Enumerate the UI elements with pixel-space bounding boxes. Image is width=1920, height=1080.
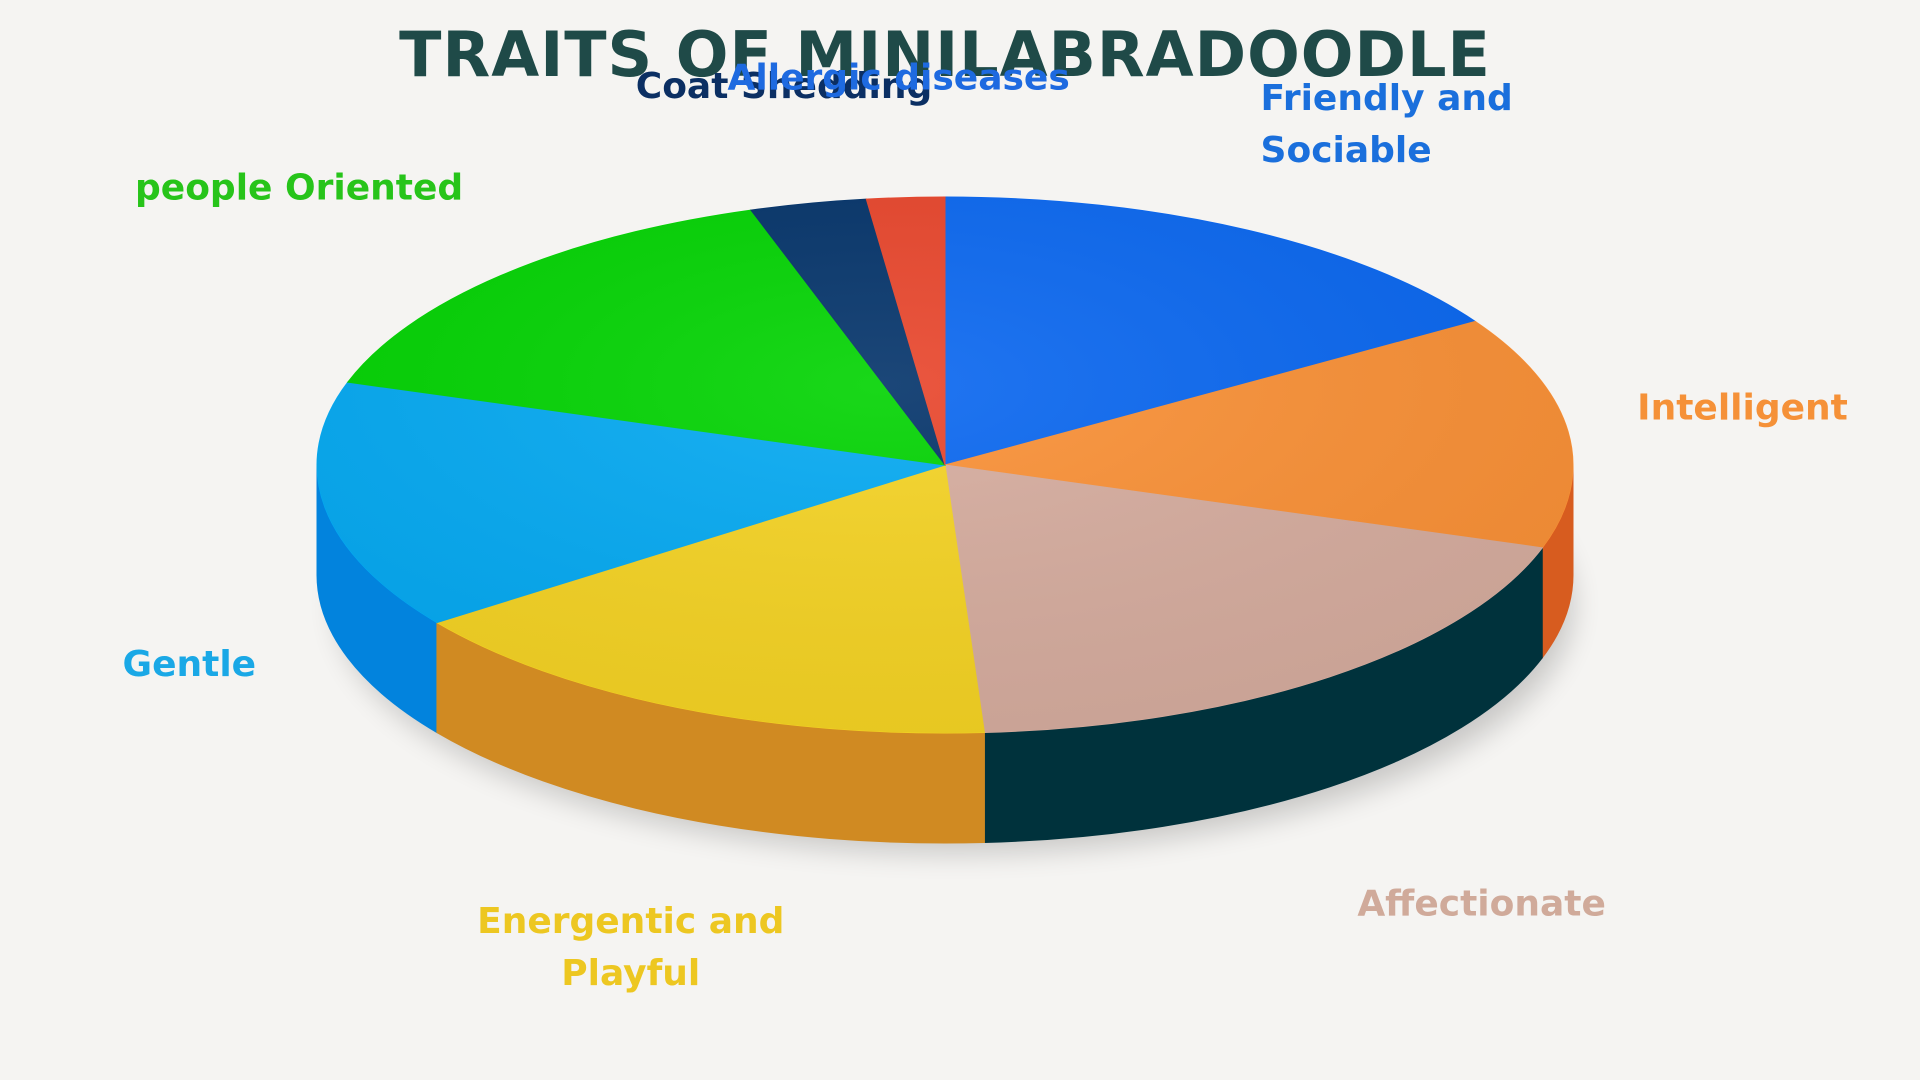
label-line: Affectionate [1357,884,1606,925]
label-gentle: Gentle [123,644,257,685]
label-line: Friendly and [1261,78,1513,119]
label-line: Sociable [1261,130,1432,171]
pie-labels: Friendly and Sociable Intelligent Affection… [123,58,1848,994]
label-people-oriented: people Oriented [135,168,463,209]
label-affectionate: Affectionate [1357,884,1606,925]
label-energentic-and-playful: Energentic and Playful [477,901,784,994]
label-line: people Oriented [135,168,463,209]
chart-title: TRAITS OF MINILABRADOODLE [399,18,1491,91]
label-coat-shedding: Coat Shedding [636,66,932,107]
label-line: Allergic diseases [728,58,1070,99]
label-intelligent: Intelligent [1637,388,1848,429]
label-line: Gentle [123,644,257,685]
label-line: Playful [561,953,700,994]
label-line: Coat Shedding [636,66,932,107]
label-allergic-diseases: Allergic diseases [728,58,1070,99]
label-friendly-and-sociable: Friendly and Sociable [1261,78,1513,171]
label-line: Intelligent [1637,388,1848,429]
label-line: Energentic and [477,901,784,942]
pie-top-shine [317,197,1573,733]
